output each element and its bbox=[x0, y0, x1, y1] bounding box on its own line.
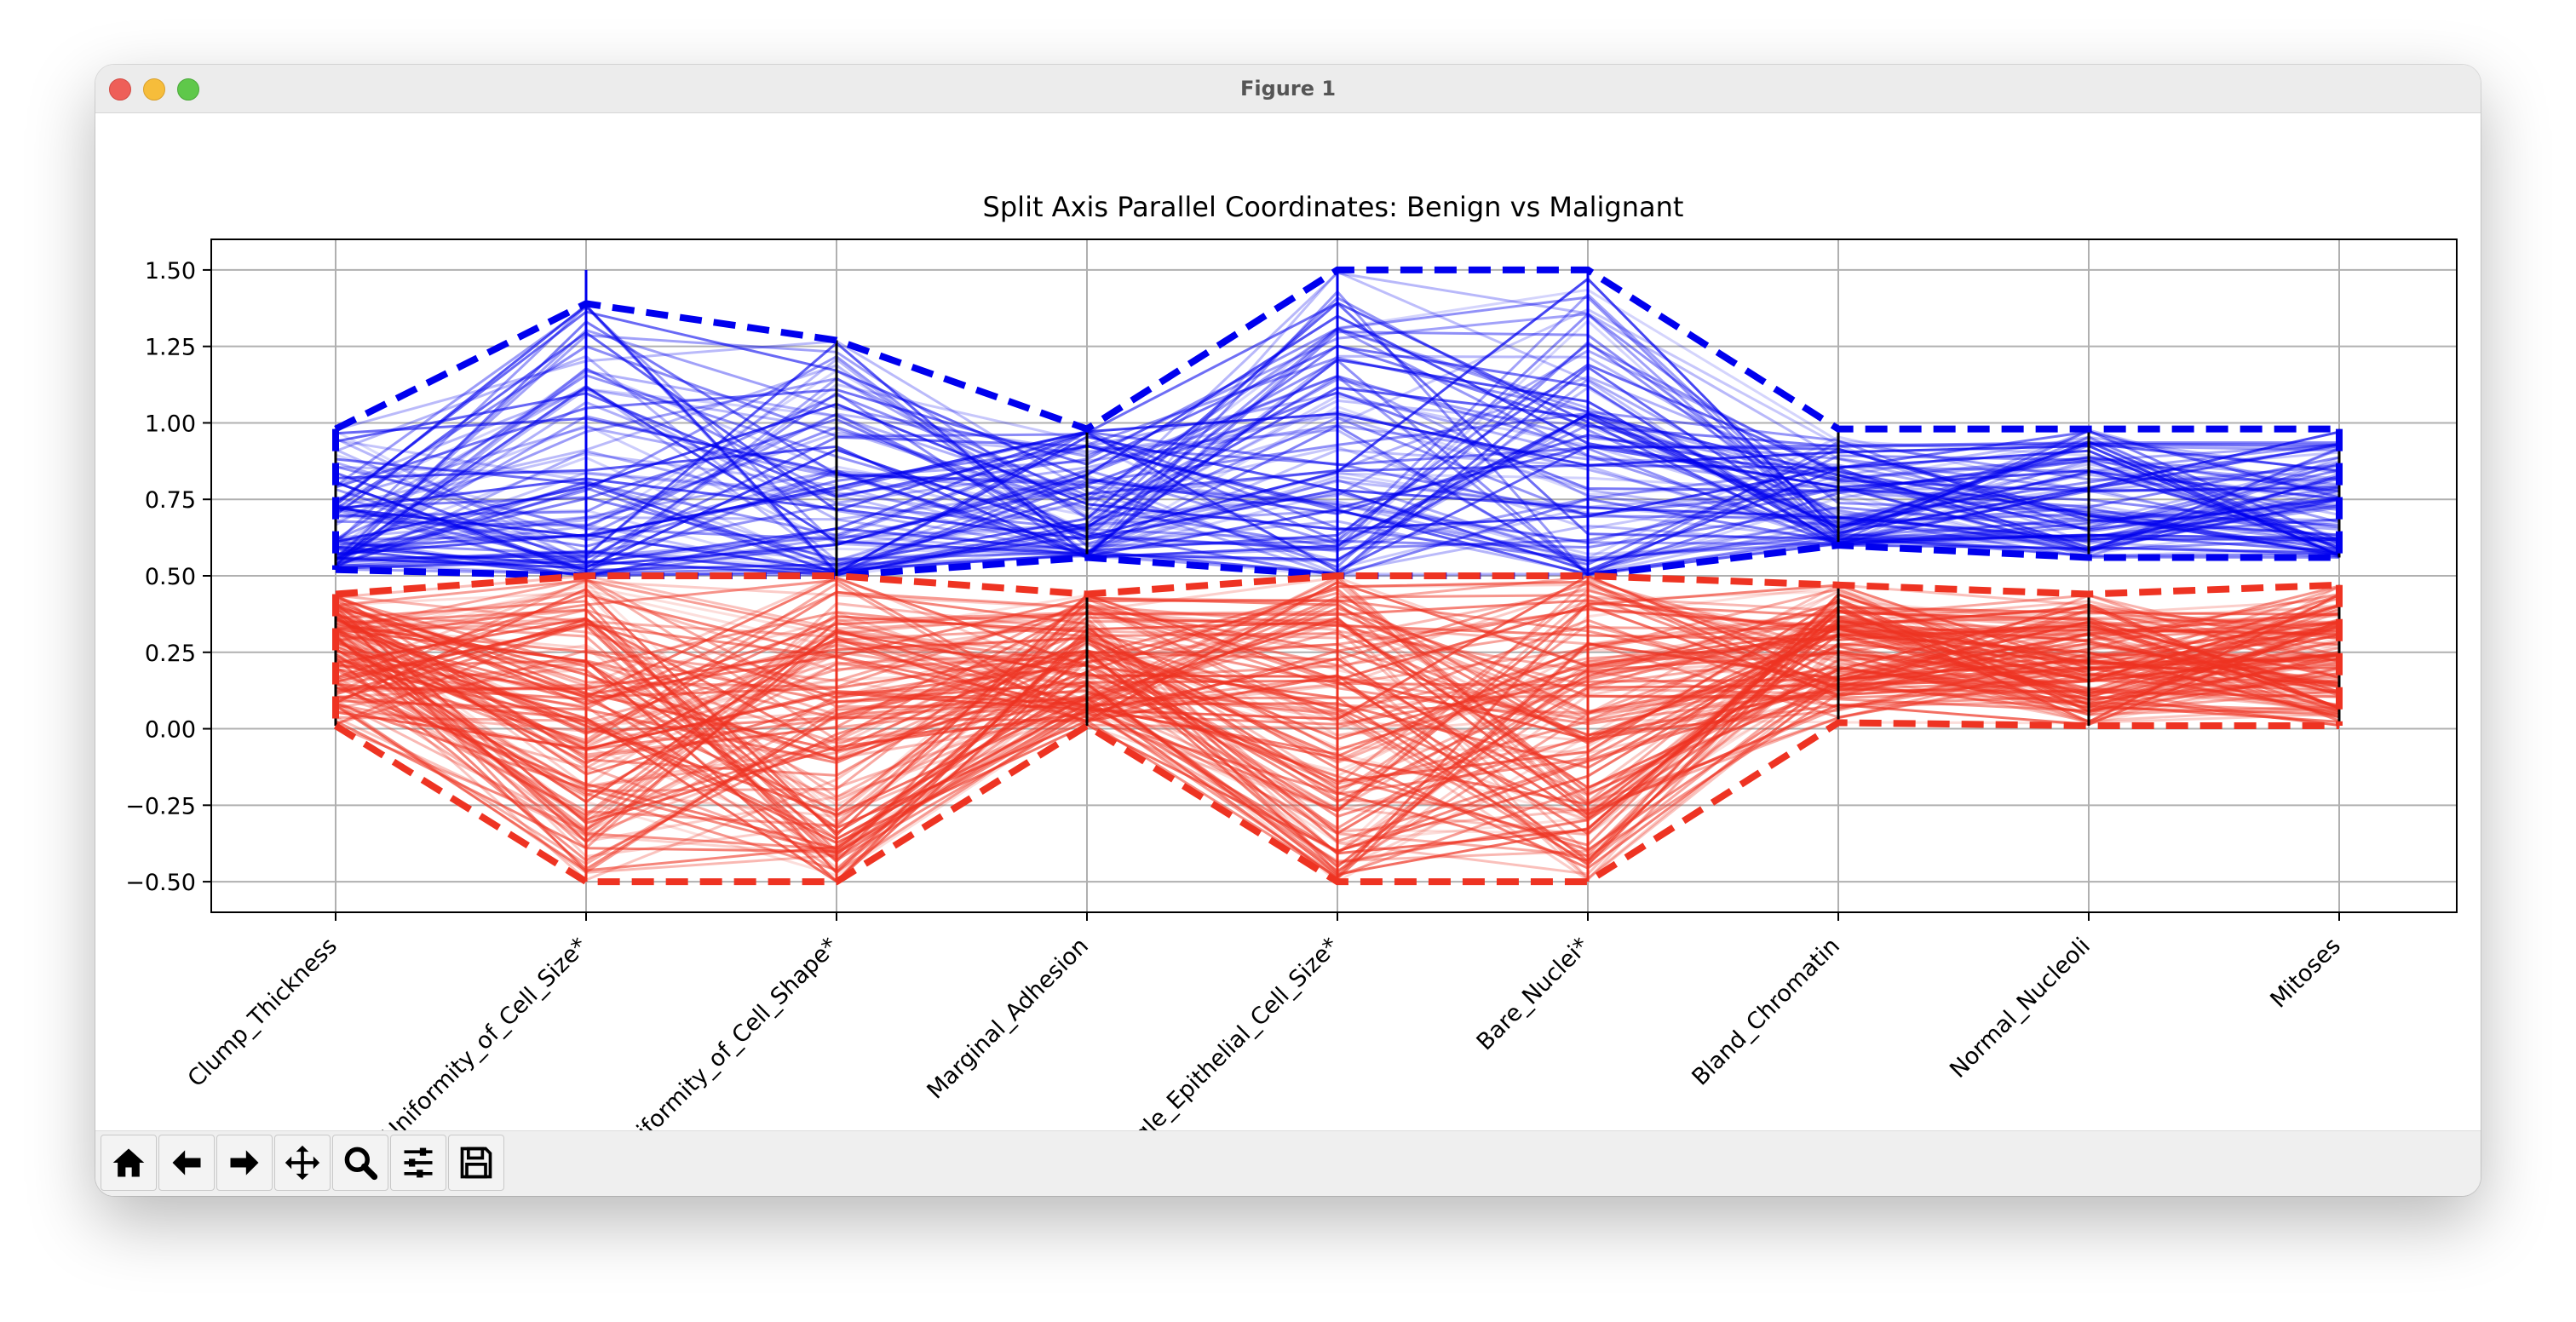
minimize-window-button[interactable] bbox=[143, 78, 165, 101]
home-icon bbox=[112, 1148, 145, 1177]
y-tick-label: 1.50 bbox=[145, 258, 196, 285]
configure-subplots-button[interactable] bbox=[390, 1135, 446, 1191]
floppy-disk-icon bbox=[460, 1147, 492, 1179]
save-button[interactable] bbox=[448, 1135, 504, 1191]
axis-label: Mitoses bbox=[2265, 933, 2346, 1014]
move-icon bbox=[285, 1145, 320, 1181]
back-button[interactable] bbox=[158, 1135, 215, 1191]
close-window-button[interactable] bbox=[109, 78, 131, 101]
axis-label: Bland_Chromatin bbox=[1687, 933, 1845, 1091]
y-tick-label: 0.75 bbox=[145, 487, 196, 514]
y-tick-label: 0.25 bbox=[145, 641, 196, 667]
x-axis-ticks: Clump_Thickness Uniformity_of_Cell_Size* U… bbox=[183, 912, 2346, 1173]
axis-label: Uniformity_of_Cell_Size* bbox=[377, 933, 593, 1130]
axis-label: Uniformity_of_Cell_Shape* bbox=[610, 933, 843, 1130]
home-button[interactable] bbox=[101, 1135, 157, 1191]
magnifier-icon bbox=[344, 1147, 378, 1181]
axis-label: Bare_Nuclei* bbox=[1472, 933, 1595, 1055]
arrow-right-icon bbox=[230, 1150, 259, 1175]
axis-label: Marginal_Adhesion bbox=[922, 933, 1093, 1104]
pan-button[interactable] bbox=[274, 1135, 331, 1191]
title-bar: Figure 1 bbox=[95, 65, 2481, 113]
y-tick-label: 0.50 bbox=[145, 564, 196, 590]
envelope-lines bbox=[332, 266, 2343, 886]
arrow-left-icon bbox=[172, 1150, 201, 1175]
axis-label: Normal_Nucleoli bbox=[1945, 933, 2096, 1083]
y-tick-label: −0.50 bbox=[125, 870, 196, 896]
y-tick-label: −0.25 bbox=[125, 793, 196, 819]
navigation-toolbar bbox=[95, 1130, 2481, 1196]
parallel-coordinates-chart: 1.50 1.25 1.00 0.75 0.50 0.25 0.00 −0.25 −0.50 C… bbox=[125, 191, 2458, 1173]
axis-label: Single_Epithelial_Cell_Size* bbox=[1104, 933, 1344, 1130]
y-tick-label: 1.25 bbox=[145, 335, 196, 361]
malignant-min-envelope bbox=[333, 719, 2339, 886]
y-tick-label: 0.00 bbox=[145, 717, 196, 744]
y-axis-ticks: 1.50 1.25 1.00 0.75 0.50 0.25 0.00 −0.25 −0.50 bbox=[125, 258, 211, 896]
window-title: Figure 1 bbox=[1239, 77, 1337, 101]
forward-button[interactable] bbox=[216, 1135, 273, 1191]
benign-max-envelope bbox=[334, 266, 2339, 434]
maximize-window-button[interactable] bbox=[177, 78, 199, 101]
malignant-max-envelope bbox=[335, 572, 2340, 598]
figure-canvas: 1.50 1.25 1.00 0.75 0.50 0.25 0.00 −0.25 −0.50 C… bbox=[95, 113, 2481, 1173]
chart-title: Split Axis Parallel Coordinates: Benign … bbox=[983, 191, 1684, 223]
figure-window: Figure 1 1.50 1.25 1.00 0.75 0.50 0.25 0.00 −0.… bbox=[95, 65, 2481, 1196]
y-tick-label: 1.00 bbox=[145, 411, 196, 437]
zoom-button[interactable] bbox=[332, 1135, 388, 1191]
axis-label: Clump_Thickness bbox=[183, 933, 342, 1092]
sliders-icon bbox=[404, 1147, 433, 1178]
